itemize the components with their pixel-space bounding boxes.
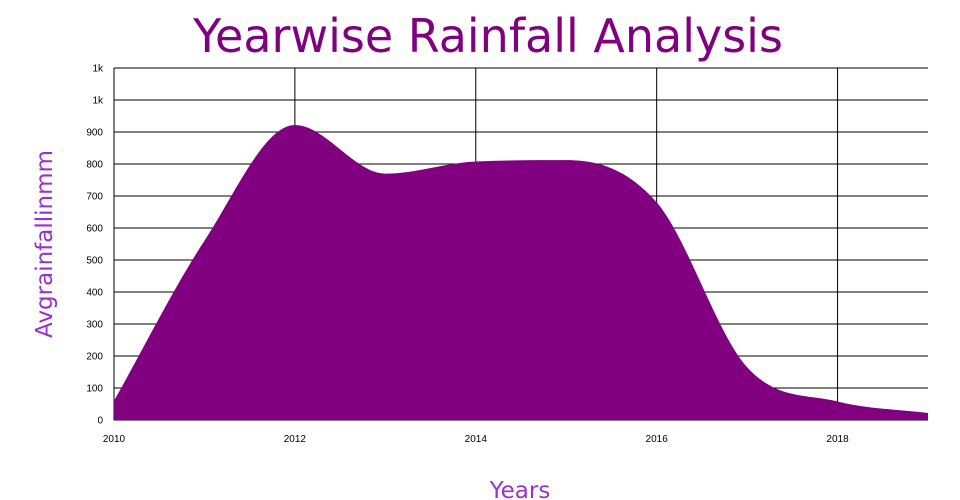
y-tick-label: 1k [92, 64, 104, 75]
area-series [114, 124, 928, 421]
y-tick-label: 600 [86, 224, 103, 235]
y-tick-label: 200 [86, 352, 103, 363]
y-tick-label: 100 [86, 384, 103, 395]
area-series-fill [114, 124, 928, 421]
x-tick-label: 2018 [826, 434, 849, 445]
x-axis-label: Years [489, 478, 551, 500]
x-tick-label: 2010 [103, 434, 126, 445]
y-tick-label: 800 [86, 160, 103, 171]
y-tick-label: 300 [86, 320, 103, 331]
chart-title: Yearwise Rainfall Analysis [192, 9, 783, 63]
y-tick-label: 400 [86, 288, 103, 299]
y-tick-label: 700 [86, 192, 103, 203]
y-axis-ticks: 0 100 200 300 400 500 600 700 800 900 1k 1k [86, 64, 104, 427]
x-tick-label: 2012 [284, 434, 307, 445]
x-tick-label: 2016 [646, 434, 669, 445]
y-tick-label: 0 [97, 416, 103, 427]
x-tick-label: 2014 [465, 434, 488, 445]
x-axis-ticks: 2010 2012 2014 2016 2018 [103, 434, 849, 445]
y-tick-label: 500 [86, 256, 103, 267]
y-axis-label: Avgrainfallinmm [32, 150, 58, 338]
y-tick-label: 900 [86, 128, 103, 139]
y-tick-label: 1k [92, 96, 104, 107]
